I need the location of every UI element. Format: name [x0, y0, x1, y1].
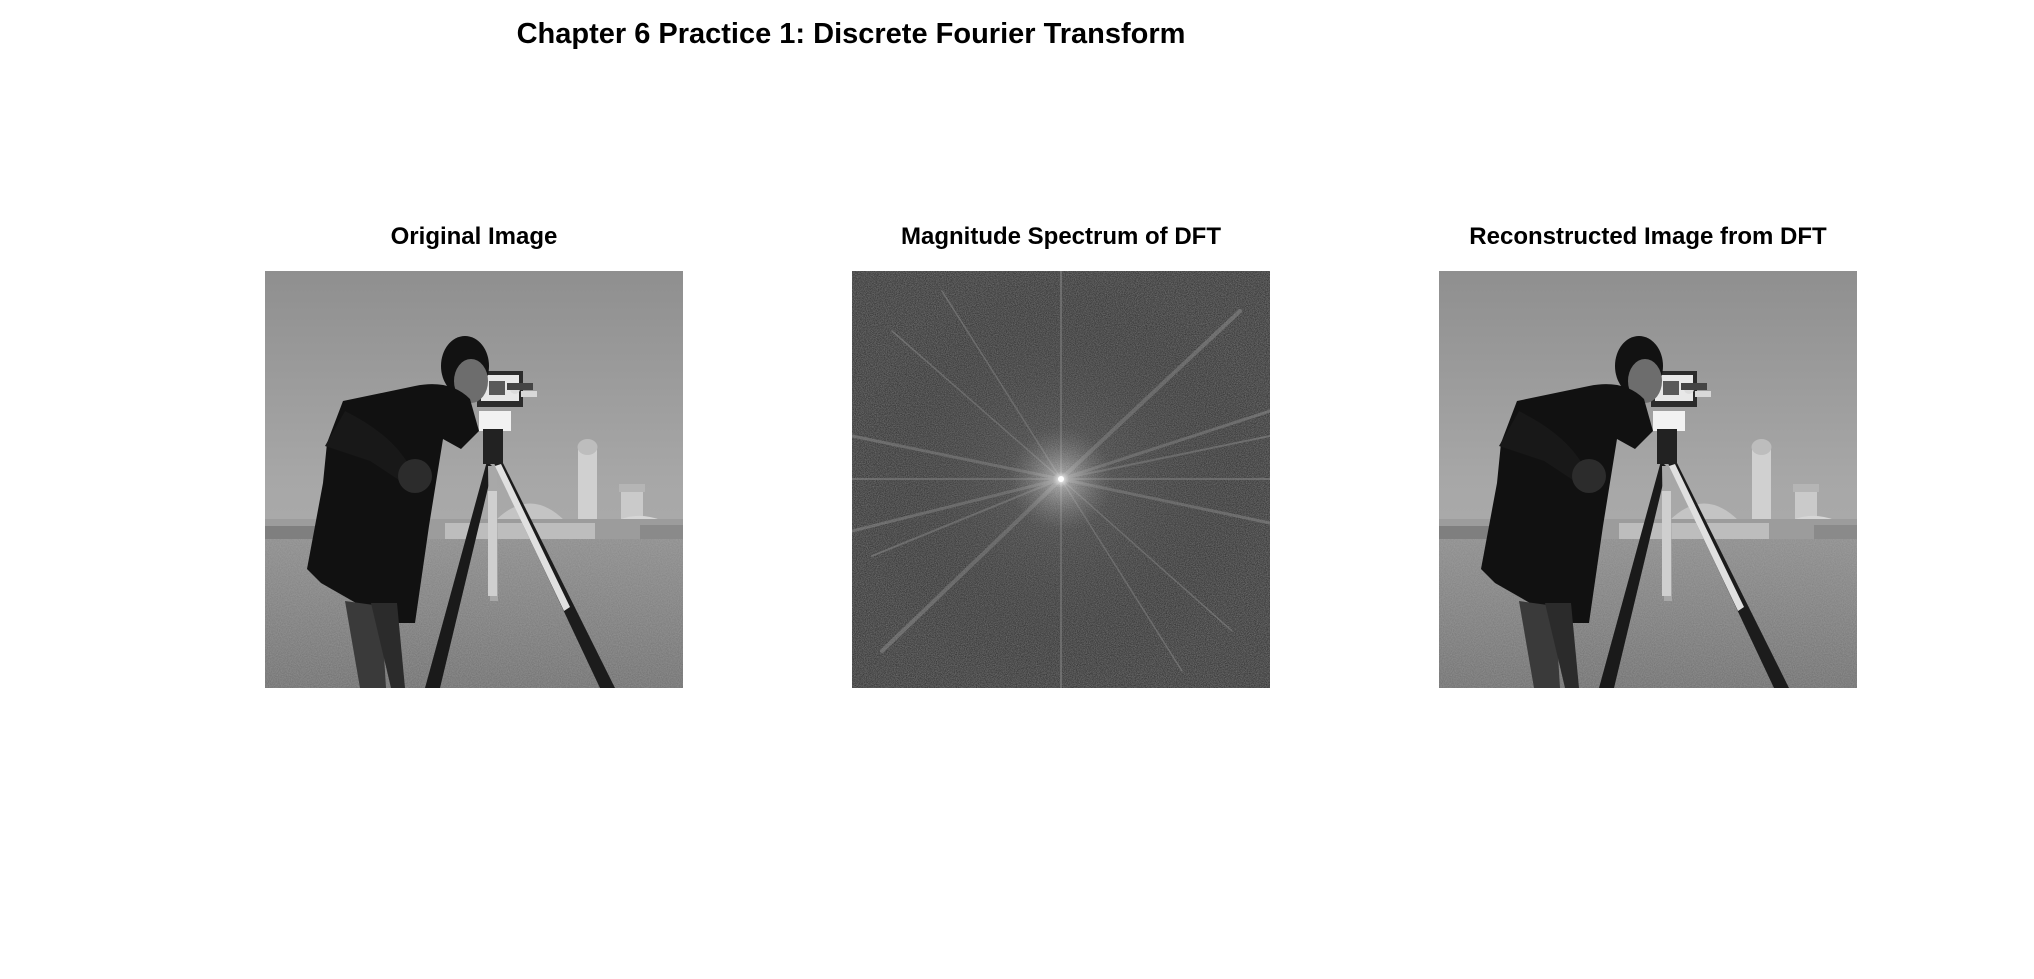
panel-title-spectrum: Magnitude Spectrum of DFT	[901, 223, 1221, 250]
cameraman-image	[265, 271, 683, 688]
panel-title-original: Original Image	[390, 223, 558, 250]
figure-title: Chapter 6 Practice 1: Discrete Fourier T…	[516, 18, 1186, 50]
reconstructed-cameraman-image	[1439, 271, 1857, 688]
panel-title-reconstructed: Reconstructed Image from DFT	[1469, 223, 1827, 250]
dft-spectrum-image	[852, 271, 1270, 688]
